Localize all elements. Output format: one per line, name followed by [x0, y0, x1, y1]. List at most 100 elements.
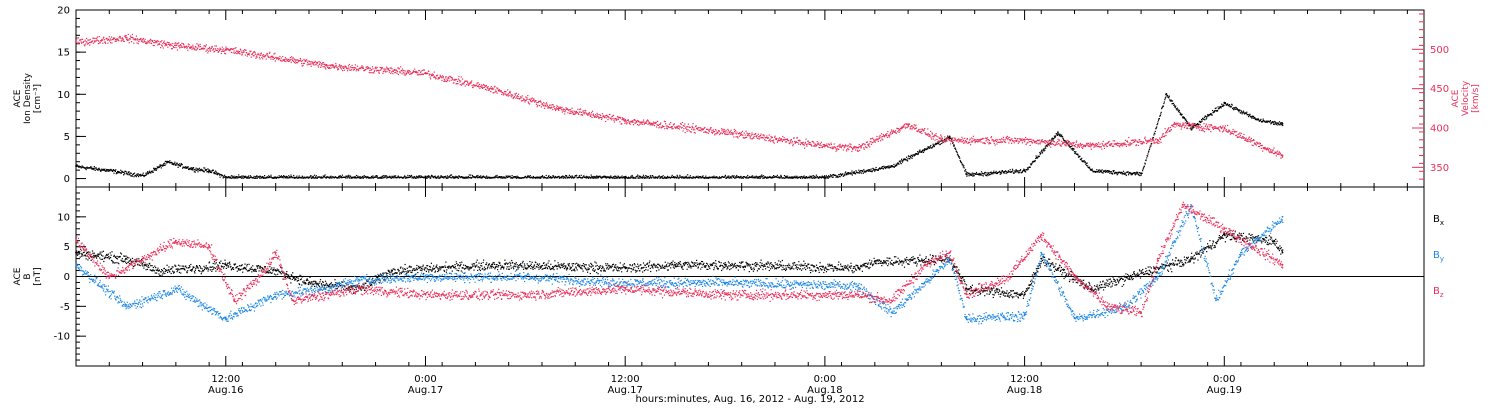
data-point	[602, 176, 604, 178]
data-point	[510, 177, 512, 179]
data-point	[244, 176, 246, 178]
data-point	[209, 170, 211, 172]
data-point	[238, 51, 241, 53]
data-point	[573, 113, 575, 115]
data-point	[555, 108, 557, 110]
data-point	[371, 72, 373, 74]
data-point	[977, 140, 979, 142]
data-point	[399, 72, 401, 74]
data-point	[551, 176, 554, 178]
data-point	[1056, 143, 1058, 146]
data-point	[527, 95, 529, 97]
data-point	[518, 93, 520, 95]
data-point	[255, 176, 257, 178]
data-point	[315, 177, 317, 179]
data-point	[817, 143, 819, 145]
data-point	[971, 172, 973, 174]
data-point	[89, 167, 91, 169]
data-point	[922, 150, 924, 152]
data-point	[1035, 157, 1037, 159]
data-point	[712, 129, 714, 131]
data-point	[776, 176, 778, 178]
data-point	[794, 175, 796, 177]
data-point	[536, 176, 538, 178]
data-point	[634, 122, 636, 124]
data-point	[864, 144, 866, 146]
data-point	[219, 50, 221, 52]
data-point	[832, 147, 834, 149]
data-point	[982, 142, 984, 144]
data-point	[371, 176, 373, 178]
data-point	[853, 171, 855, 173]
data-point	[254, 177, 256, 179]
data-point	[773, 139, 775, 141]
data-point	[939, 143, 941, 145]
data-point	[753, 135, 755, 137]
data-point	[122, 171, 124, 173]
data-point	[283, 59, 285, 61]
data-point	[1148, 150, 1150, 152]
data-point	[402, 70, 404, 72]
data-point	[1015, 170, 1018, 172]
data-point	[833, 173, 835, 176]
data-point	[178, 42, 180, 44]
data-point	[324, 176, 326, 178]
data-point	[616, 119, 618, 121]
data-point	[759, 176, 761, 178]
data-point	[990, 172, 992, 174]
data-point	[1013, 140, 1015, 142]
data-point	[1104, 171, 1106, 173]
data-point	[680, 123, 682, 125]
data-point	[642, 119, 645, 121]
data-point	[1103, 170, 1105, 173]
data-point	[1043, 150, 1045, 152]
data-point	[463, 177, 465, 179]
data-point	[697, 127, 699, 129]
data-point	[683, 125, 685, 127]
data-point	[712, 131, 714, 133]
data-point	[845, 171, 847, 173]
data-point	[574, 176, 576, 179]
data-point	[466, 176, 468, 178]
data-point	[246, 52, 248, 54]
data-point	[314, 60, 316, 62]
data-point	[686, 126, 689, 128]
data-point	[143, 175, 145, 178]
data-point	[708, 176, 711, 178]
data-point	[88, 41, 90, 44]
data-point	[784, 138, 786, 141]
data-point	[636, 176, 638, 178]
data-point	[552, 175, 555, 177]
data-point	[476, 84, 478, 86]
data-point	[284, 176, 287, 178]
data-point	[699, 176, 701, 178]
data-point	[867, 169, 869, 171]
data-point	[814, 143, 817, 145]
data-point	[219, 174, 221, 176]
data-point	[271, 56, 273, 59]
data-point	[867, 145, 869, 147]
data-point	[671, 128, 673, 130]
data-point	[393, 69, 395, 71]
data-point	[270, 174, 272, 176]
data-point	[1046, 141, 1048, 143]
data-point	[786, 138, 788, 140]
data-point	[537, 101, 539, 104]
data-point	[462, 82, 464, 84]
data-point	[1147, 153, 1149, 155]
data-point	[304, 59, 306, 62]
data-point	[110, 168, 112, 170]
data-point	[1061, 143, 1063, 145]
data-point	[783, 177, 785, 179]
data-point	[960, 160, 962, 163]
data-point	[1266, 121, 1268, 123]
data-point	[379, 177, 381, 179]
data-point	[295, 62, 297, 64]
data-point	[282, 177, 284, 179]
data-point	[233, 50, 235, 52]
data-point	[81, 165, 83, 167]
data-point	[873, 139, 875, 141]
data-point	[734, 177, 736, 179]
data-point	[909, 128, 911, 130]
data-point	[853, 146, 855, 148]
